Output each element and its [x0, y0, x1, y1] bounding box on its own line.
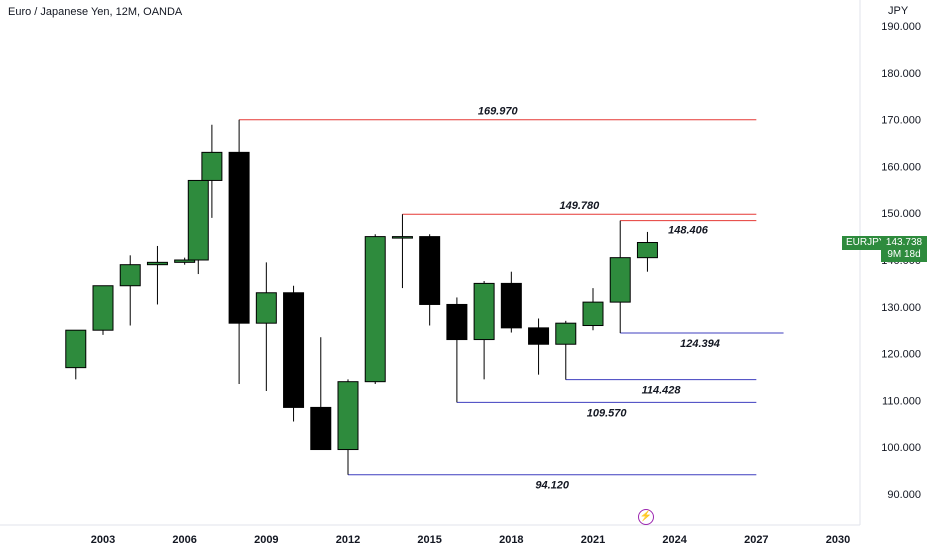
- bullish-candle: [636, 242, 658, 259]
- x-tick-label: 2012: [336, 534, 360, 546]
- price-level-label: 124.394: [680, 338, 720, 350]
- price-level-label: 114.428: [642, 385, 682, 397]
- bearish-candle: [228, 151, 250, 324]
- x-tick-label: 2030: [826, 534, 850, 546]
- bullish-candle: [255, 292, 277, 324]
- x-tick-label: 2015: [417, 534, 441, 546]
- x-tick-label: 2006: [172, 534, 196, 546]
- lightning-bolt-icon[interactable]: ⚡: [638, 509, 654, 525]
- x-tick-label: 2003: [91, 534, 115, 546]
- price-level-label: 109.570: [587, 407, 628, 419]
- x-tick-label: 2027: [744, 534, 768, 546]
- bullish-candle: [146, 261, 168, 266]
- y-tick-label: 130.000: [881, 302, 921, 314]
- bearish-candle: [500, 282, 522, 329]
- bearish-candle: [419, 236, 441, 305]
- bullish-candle: [609, 257, 631, 303]
- bullish-candle: [119, 264, 141, 287]
- y-tick-label: 100.000: [881, 442, 921, 454]
- price-level-label: 149.780: [560, 200, 601, 212]
- bearish-candle: [528, 327, 550, 345]
- symbol-badge: EURJPY: [842, 236, 890, 250]
- bullish-candle: [364, 236, 386, 383]
- bullish-candle: [174, 259, 196, 263]
- bullish-candle: [555, 322, 577, 345]
- bar-countdown: 9M 18d: [887, 249, 921, 260]
- y-tick-label: 110.000: [882, 395, 921, 407]
- bearish-candle: [310, 406, 332, 451]
- y-tick-label: 160.000: [881, 161, 921, 173]
- y-tick-label: 190.000: [881, 21, 921, 33]
- price-level-label: 169.970: [478, 106, 519, 118]
- price-level-label: 148.406: [668, 225, 709, 237]
- last-price-badge: 143.738 9M 18d: [881, 236, 927, 262]
- bullish-candle: [473, 282, 495, 341]
- x-tick-label: 2009: [254, 534, 278, 546]
- bullish-candle: [582, 301, 604, 327]
- bullish-candle: [337, 381, 359, 451]
- bearish-candle: [446, 303, 468, 341]
- x-tick-label: 2018: [499, 534, 523, 546]
- bearish-candle: [283, 292, 305, 408]
- last-price-value: 143.738: [885, 237, 923, 248]
- y-tick-label: 180.000: [881, 68, 921, 80]
- x-tick-label: 2021: [581, 534, 605, 546]
- bullish-candle: [187, 179, 209, 261]
- bullish-candle: [92, 285, 114, 331]
- price-level-label: 94.120: [535, 480, 570, 492]
- chart-title: Euro / Japanese Yen, 12M, OANDA: [8, 6, 183, 18]
- x-tick-label: 2024: [662, 534, 687, 546]
- bullish-candle: [65, 329, 87, 369]
- y-tick-label: 150.000: [881, 208, 921, 220]
- y-tick-label: 170.000: [881, 115, 921, 127]
- bullish-candle: [201, 151, 223, 181]
- y-tick-label: 90.000: [887, 489, 921, 501]
- y-tick-label: 120.000: [881, 349, 921, 361]
- bullish-candle: [391, 236, 413, 239]
- y-axis-unit: JPY: [888, 5, 909, 17]
